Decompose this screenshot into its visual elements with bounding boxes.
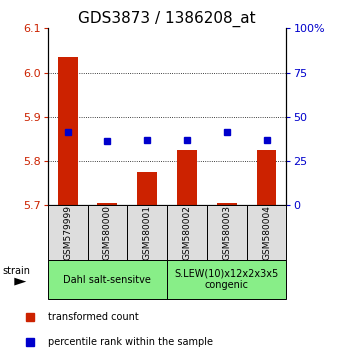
Bar [167, 205, 207, 260]
Text: GSM580003: GSM580003 [222, 205, 231, 260]
Text: S.LEW(10)x12x2x3x5
congenic: S.LEW(10)x12x2x3x5 congenic [175, 269, 279, 291]
Text: GSM580001: GSM580001 [143, 205, 152, 260]
Text: GSM580002: GSM580002 [182, 205, 192, 260]
Bar [217, 203, 237, 205]
Bar [177, 150, 197, 205]
Bar [88, 205, 127, 260]
Bar [98, 203, 117, 205]
Text: GSM580000: GSM580000 [103, 205, 112, 260]
Text: transformed count: transformed count [48, 312, 139, 322]
Bar [256, 150, 277, 205]
Bar [247, 205, 286, 260]
Text: strain: strain [2, 266, 30, 276]
Bar [48, 205, 88, 260]
Title: GDS3873 / 1386208_at: GDS3873 / 1386208_at [78, 11, 256, 27]
Text: GSM580004: GSM580004 [262, 205, 271, 260]
Text: percentile rank within the sample: percentile rank within the sample [48, 337, 213, 347]
Text: Dahl salt-sensitve: Dahl salt-sensitve [63, 275, 151, 285]
Bar [48, 260, 167, 299]
Bar [127, 205, 167, 260]
Bar [207, 205, 247, 260]
Bar [58, 57, 77, 205]
Bar [167, 260, 286, 299]
Polygon shape [14, 278, 26, 285]
Text: GSM579999: GSM579999 [63, 205, 72, 260]
Bar [137, 172, 157, 205]
